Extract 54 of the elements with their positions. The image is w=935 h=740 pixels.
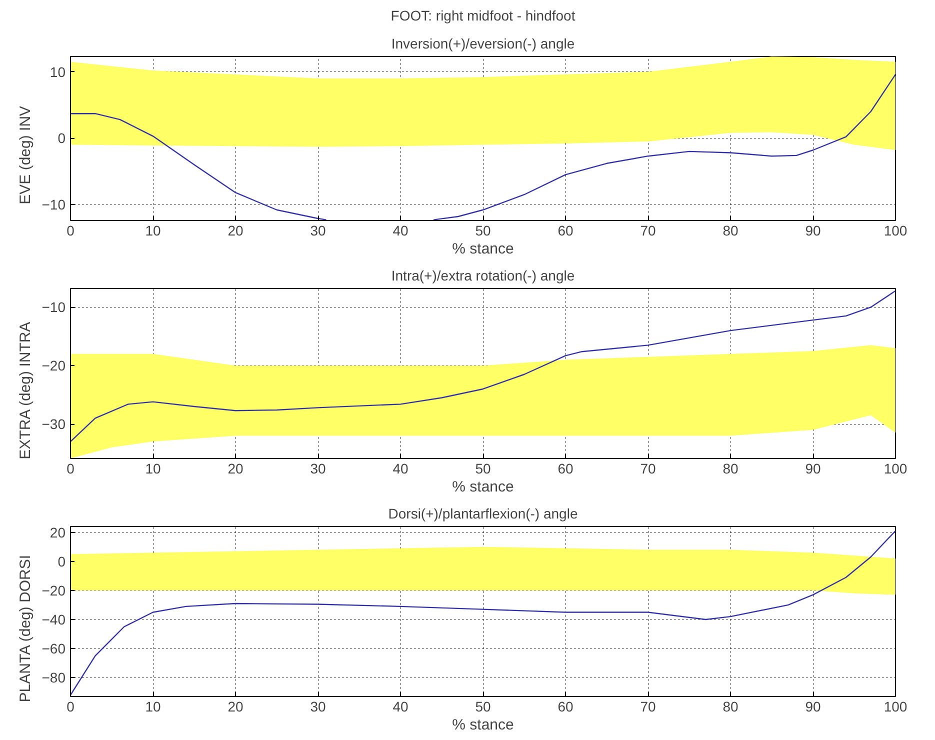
y-tick-label: −10 <box>42 196 66 213</box>
y-axis-title: EXTRA (deg) INTRA <box>16 322 34 460</box>
y-tick-label: −10 <box>42 299 66 316</box>
x-tick-label: 50 <box>475 698 491 714</box>
x-tick-label: 40 <box>392 222 408 238</box>
x-tick-label: 90 <box>805 222 821 238</box>
y-tick-label: 10 <box>50 64 66 80</box>
x-tick-label: 100 <box>884 460 908 476</box>
y-tick-label: −40 <box>42 611 66 628</box>
x-tick-label: 10 <box>145 698 161 714</box>
y-axis-title: EVE (deg) INV <box>16 106 34 204</box>
x-tick-label: 80 <box>722 698 738 714</box>
chart-title: FOOT: right midfoot - hindfoot <box>390 8 576 24</box>
x-tick-label: 100 <box>884 698 908 714</box>
x-tick-label: 40 <box>392 460 408 476</box>
line-series <box>70 530 896 696</box>
x-tick-label: 40 <box>392 698 408 714</box>
y-tick-label: 20 <box>50 524 66 540</box>
y-tick-label: 0 <box>58 130 66 146</box>
x-tick-label: 70 <box>640 222 656 238</box>
y-tick-label: −20 <box>42 582 66 598</box>
x-axis-title: % stance <box>452 240 514 258</box>
x-tick-label: 80 <box>722 460 738 476</box>
x-tick-label: 70 <box>640 460 656 476</box>
y-tick-label: −60 <box>42 640 66 657</box>
chart-subtitle: Inversion(+)/eversion(-) angle <box>391 36 575 52</box>
x-tick-label: 10 <box>145 460 161 476</box>
x-tick-label: 90 <box>805 698 821 714</box>
x-tick-label: 80 <box>722 222 738 238</box>
chart-subtitle: Intra(+)/extra rotation(-) angle <box>391 268 575 284</box>
x-tick-label: 10 <box>145 222 161 238</box>
x-tick-label: 50 <box>475 222 491 238</box>
x-tick-label: 30 <box>310 698 326 714</box>
x-tick-label: 50 <box>475 460 491 476</box>
y-tick-label: −80 <box>42 670 66 686</box>
y-tick-label: −30 <box>42 416 66 432</box>
x-tick-label: 60 <box>558 460 574 476</box>
x-tick-label: 20 <box>228 222 244 238</box>
x-tick-label: 30 <box>310 460 326 476</box>
x-tick-label: 60 <box>558 698 574 714</box>
chart-subtitle: Dorsi(+)/plantarflexion(-) angle <box>388 506 578 522</box>
x-tick-label: 90 <box>805 460 821 476</box>
line-series <box>70 290 896 442</box>
x-tick-label: 20 <box>228 698 244 714</box>
y-tick-label: 0 <box>58 553 66 570</box>
x-tick-label: 100 <box>884 222 908 238</box>
y-axis-title: PLANTA (deg) DORSI <box>16 554 34 702</box>
x-tick-label: 60 <box>558 222 574 238</box>
y-tick-label: −20 <box>42 358 66 374</box>
x-axis-title: % stance <box>452 478 514 496</box>
x-tick-label: 70 <box>640 698 656 714</box>
x-tick-label: 30 <box>310 222 326 238</box>
x-tick-label: 20 <box>228 460 244 476</box>
x-axis-title: % stance <box>452 716 514 734</box>
